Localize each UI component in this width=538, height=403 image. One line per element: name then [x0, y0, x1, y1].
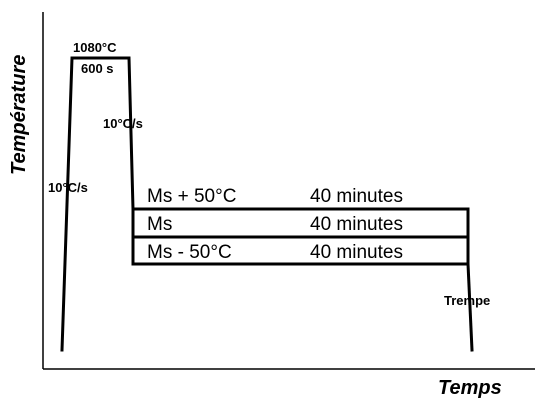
hold-1-temperature-label: Ms + 50°C	[147, 186, 236, 207]
quench-label: Trempe	[444, 293, 490, 308]
austenitization-duration-label: 600 s	[81, 61, 114, 76]
hold-1-duration-label: 40 minutes	[310, 186, 403, 207]
heating-rate-label: 10°C/s	[48, 180, 88, 195]
hold-3-duration-label: 40 minutes	[310, 242, 403, 263]
x-axis-label: Temps	[438, 377, 502, 399]
austenitization-temperature-label: 1080°C	[73, 40, 117, 55]
hold-2-temperature-label: Ms	[147, 214, 172, 235]
austenitization-cycle-line	[60, 56, 135, 352]
hold-3-temperature-label: Ms - 50°C	[147, 242, 232, 263]
quench-line	[466, 262, 474, 352]
hold-2-duration-label: 40 minutes	[310, 214, 403, 235]
cooling-rate-label: 10°C/s	[103, 116, 143, 131]
y-axis-label: Température	[8, 55, 30, 175]
